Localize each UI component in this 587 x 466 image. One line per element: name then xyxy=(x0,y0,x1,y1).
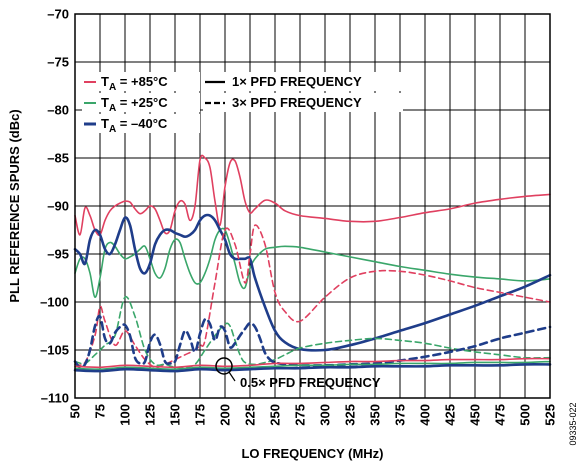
x-tick-label: 200 xyxy=(218,404,233,426)
x-tick-label: 75 xyxy=(93,404,108,418)
y-tick-label: –85 xyxy=(47,151,69,166)
x-tick-label: 325 xyxy=(343,404,358,426)
x-tick-label: 250 xyxy=(268,404,283,426)
y-axis-title: PLL REFERENCE SPURS (dBc) xyxy=(7,109,22,302)
series-line xyxy=(74,154,551,236)
plot-frame xyxy=(74,13,551,399)
legend-label: TA = –40°C xyxy=(101,116,168,135)
y-tick-label: –100 xyxy=(40,295,69,310)
x-tick-label: 375 xyxy=(393,404,408,426)
legend-label: TA = +25°C xyxy=(101,95,168,114)
x-tick-label: 475 xyxy=(493,404,508,426)
series-line xyxy=(74,227,551,299)
series-line xyxy=(73,363,552,373)
series-line xyxy=(74,360,551,371)
figure-id: 09335-022 xyxy=(568,402,578,445)
legend-bg xyxy=(203,93,403,112)
annotation-leader xyxy=(228,371,236,382)
x-tick-label: 225 xyxy=(243,404,258,426)
legend-bg xyxy=(203,72,403,91)
legend-label: 3× PFD FREQUENCY xyxy=(232,95,362,110)
y-tick-label: –90 xyxy=(47,199,69,214)
annotation: 0.5× PFD FREQUENCY xyxy=(215,357,381,390)
x-tick-labels: 50 75 100 125 150 175 200 225 250 275 300 325 350 375… xyxy=(68,404,558,426)
x-axis-title: LO FREQUENCY (MHz) xyxy=(241,446,383,461)
y-tick-label: –105 xyxy=(40,343,69,358)
x-tick-label: 275 xyxy=(293,404,308,426)
series-line xyxy=(74,357,551,369)
x-tick-label: 425 xyxy=(443,404,458,426)
x-tick-label: 150 xyxy=(168,404,183,426)
y-tick-label: –75 xyxy=(47,55,69,70)
x-tick-label: 500 xyxy=(518,404,533,426)
y-tick-labels: –70 –75 –80 –85 –90 –95 –100 –105 –110 xyxy=(40,7,69,406)
x-tick-label: 525 xyxy=(543,404,558,426)
x-tick-label: 350 xyxy=(368,404,383,426)
x-tick-label: 450 xyxy=(468,404,483,426)
x-tick-label: 175 xyxy=(193,404,208,426)
legend-label: TA = +85°C xyxy=(101,74,168,93)
series-line xyxy=(74,295,551,369)
annotation-circle xyxy=(215,357,233,375)
annotation-label: 0.5× PFD FREQUENCY xyxy=(240,375,381,390)
x-tick-label: 125 xyxy=(143,404,158,426)
y-tick-label: –70 xyxy=(47,7,69,22)
series-line xyxy=(74,224,551,369)
series-line xyxy=(73,213,552,352)
x-tick-label: 50 xyxy=(68,404,83,418)
y-tick-label: –95 xyxy=(47,247,69,262)
legend-label: 1× PFD FREQUENCY xyxy=(232,74,362,89)
x-tick-label: 400 xyxy=(418,404,433,426)
series-group xyxy=(73,154,552,373)
legend-bg xyxy=(82,114,200,133)
y-tick-label: –80 xyxy=(47,103,69,118)
legend: TA = +85°C TA = +25°C TA = –40°C 1× PFD FRE… xyxy=(82,72,403,135)
x-tick-label: 300 xyxy=(318,404,333,426)
legend-bg xyxy=(82,93,200,112)
x-tick-label: 100 xyxy=(118,404,133,426)
legend-bg xyxy=(82,72,200,91)
y-tick-label: –110 xyxy=(41,391,69,406)
